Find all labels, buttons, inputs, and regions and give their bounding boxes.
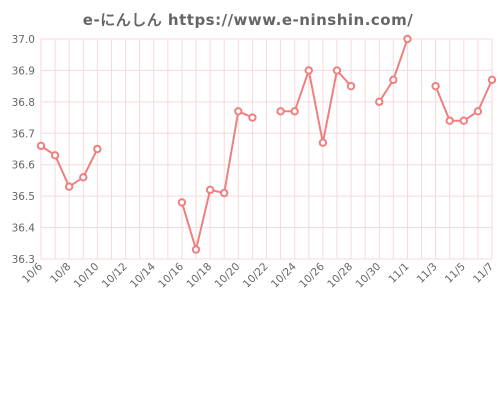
data-points [36,34,497,254]
data-point [473,107,483,116]
data-point [332,66,342,75]
data-point [248,113,257,122]
data-point [205,185,215,195]
x-tick-label: 10/14 [128,260,158,290]
data-point [445,116,454,125]
chart-title: e-にんしん https://www.e-ninshin.com/ [83,11,413,29]
y-tick-label: 36.5 [12,191,35,203]
data-point [234,107,243,116]
data-point [64,182,74,191]
data-point [389,75,398,85]
x-tick-label: 10/22 [241,261,271,291]
data-point [50,151,60,160]
y-tick-label: 37.0 [12,34,35,46]
data-point [177,198,187,207]
x-tick-label: 10/26 [297,260,327,290]
x-tick-label: 10/18 [184,261,214,291]
data-point [220,188,229,198]
y-tick-label: 36.7 [12,128,35,140]
data-point [191,245,201,254]
data-point [93,144,102,154]
y-tick-label: 36.3 [12,254,35,266]
x-tick-label: 11/3 [415,261,440,286]
data-point [375,97,384,107]
data-point [79,173,88,182]
y-axis-ticks: 36.3 36.4 36.5 36.6 36.7 36.8 36.9 37.0 [12,34,36,266]
data-point [318,138,328,147]
x-tick-label: 10/28 [325,261,355,291]
data-point [459,116,469,125]
y-tick-label: 36.4 [12,223,36,235]
x-tick-label: 10/20 [213,261,243,291]
x-tick-label: 10/24 [269,260,299,290]
grid [40,38,493,260]
x-tick-label: 10/30 [353,261,383,291]
x-tick-label: 10/12 [100,261,130,291]
x-tick-label: 10/10 [72,261,102,291]
data-point [304,66,313,75]
data-point [276,107,285,116]
data-point [290,107,299,116]
data-point [403,34,412,44]
x-tick-label: 11/1 [386,261,411,286]
y-tick-label: 36.8 [12,97,35,109]
data-point [36,141,46,151]
data-point [487,75,497,85]
x-tick-label: 10/8 [48,261,73,286]
x-tick-label: 10/16 [156,260,186,290]
y-tick-label: 36.6 [12,160,36,172]
x-tick-label: 11/7 [471,261,496,286]
x-tick-label: 11/5 [443,261,468,286]
data-point [346,81,356,91]
series-line-segment [180,110,253,251]
data-point [431,81,440,91]
y-tick-label: 36.9 [12,65,35,77]
x-axis-ticks: 10/6 10/810/1010/1210/1410/1610/1810/2010… [20,260,496,290]
series-line-segment [280,69,352,144]
